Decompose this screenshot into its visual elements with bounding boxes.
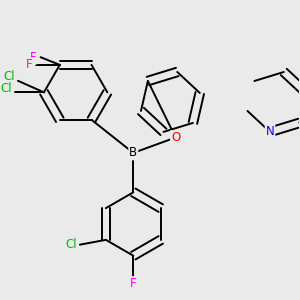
Text: F: F (130, 277, 136, 290)
Text: F: F (26, 58, 32, 71)
Text: B: B (129, 146, 137, 159)
Text: Cl: Cl (1, 82, 12, 95)
Text: Cl: Cl (65, 238, 77, 251)
Text: N: N (266, 125, 274, 138)
Text: O: O (171, 131, 180, 144)
Text: F: F (30, 51, 36, 64)
Text: Cl: Cl (4, 70, 15, 83)
